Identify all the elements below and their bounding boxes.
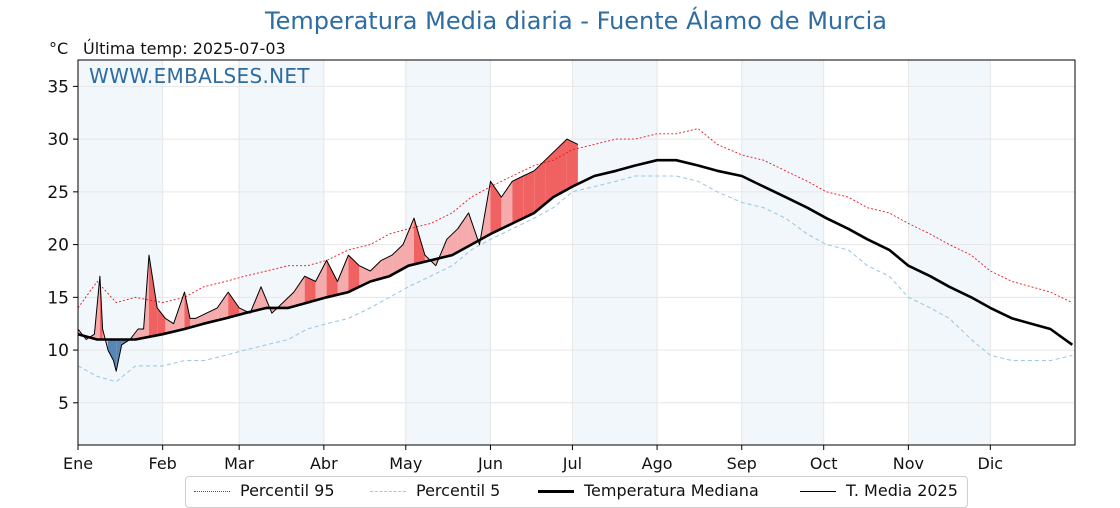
y-tick-label: 35 [47,77,69,97]
fill-above-median [149,255,158,337]
y-unit-label: °C [49,39,69,58]
fill-above-median [566,139,578,190]
legend-label-media2025: T. Media 2025 [846,481,958,500]
x-tick-label: Ago [642,454,673,473]
fill-above-median [304,276,316,304]
legend-swatch-media2025 [800,491,836,492]
x-tick-label: Sep [727,454,757,473]
x-tick-label: Dic [978,454,1004,473]
y-tick-label: 30 [47,130,69,150]
fill-above-median [414,218,425,265]
fill-above-median [348,255,360,293]
x-tick-label: Oct [810,454,838,473]
fill-above-median [293,276,305,307]
month-band [572,60,658,445]
fill-above-median [370,260,382,282]
fill-above-median [512,176,524,224]
y-tick-label: 10 [47,341,69,361]
fill-above-median [206,307,218,323]
fill-above-median [403,218,414,269]
last-temp-label: Última temp: 2025-07-03 [83,39,286,58]
fill-below-median [113,339,117,372]
p5-line [77,175,1073,383]
fill-above-median [228,292,240,318]
fill-above-median [381,255,393,279]
y-tick-label: 25 [47,183,69,203]
month-band [741,60,824,445]
legend-swatch-median [538,490,574,493]
fill-above-median [326,260,338,298]
fill-above-median [315,260,327,301]
chart-title: Temperatura Media diaria - Fuente Álamo … [264,7,888,35]
y-tick-label: 20 [47,236,69,256]
month-band [78,60,163,445]
plot-frame [77,59,1076,446]
y-tick-label: 15 [47,288,69,308]
watermark-text: WWW.EMBALSES.NET [89,64,310,88]
x-tick-label: Jul [562,454,582,473]
fill-above-median [337,255,349,295]
legend-swatch-p95 [194,491,230,492]
legend-swatch-p5 [370,491,406,492]
fill-above-median [534,160,546,213]
median-line [77,158,1074,346]
x-tick-label: Feb [149,454,177,473]
month-band [908,60,991,445]
fill-above-median [556,139,567,196]
x-tick-label: Mar [224,454,255,473]
x-tick-label: Abr [310,454,338,473]
fill-above-median [138,329,144,339]
legend-label-median: Temperatura Mediana [584,481,759,500]
x-tick-label: May [389,454,422,473]
fill-above-median [165,318,174,334]
y-tick-label: 5 [58,394,69,414]
fill-above-median [157,307,166,336]
fill-above-median [217,292,229,321]
fill-above-median [545,149,556,204]
fill-below-median [108,339,114,361]
fill-above-median [184,292,190,329]
month-band [239,60,324,445]
fill-above-median [392,244,403,275]
fill-above-median [173,292,185,332]
p95-line [77,128,1073,309]
legend: Percentil 95 Percentil 5 Temperatura Med… [185,476,968,508]
fill-above-median [446,228,458,257]
fill-above-median [490,181,502,234]
x-tick-label: Jun [477,454,503,473]
x-tick-label: Nov [893,454,924,473]
fill-above-median [282,292,294,308]
fill-above-median [523,170,535,219]
legend-label-p5: Percentil 5 [416,481,501,500]
x-tick-label: Ene [63,454,93,473]
media2025-line [77,138,579,372]
legend-label-p95: Percentil 95 [240,481,335,500]
fill-above-median [457,212,469,253]
